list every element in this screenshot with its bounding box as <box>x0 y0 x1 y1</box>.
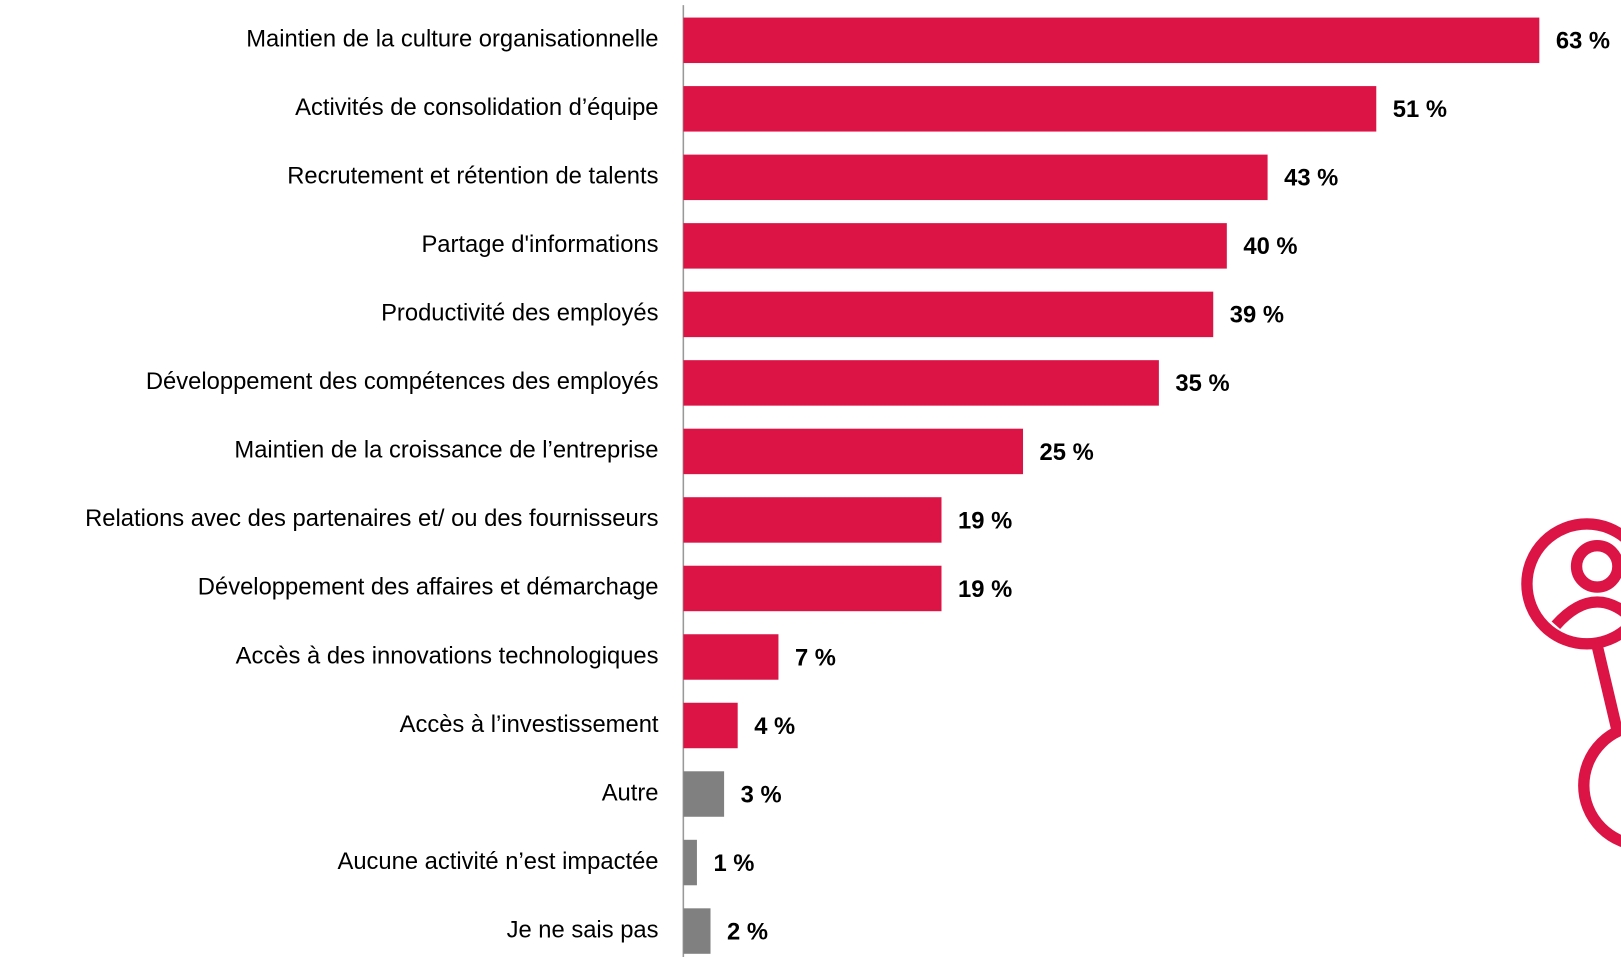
bar <box>683 565 942 612</box>
category-label: Maintien de la croissance de l’entrepris… <box>234 437 658 464</box>
value-label: 35 % <box>1175 370 1229 397</box>
category-label: Développement des compétences des employ… <box>146 368 659 395</box>
value-label: 3 % <box>741 781 782 808</box>
value-label: 25 % <box>1040 439 1094 466</box>
bar <box>683 291 1214 338</box>
category-label: Maintien de la culture organisationnelle <box>246 26 658 53</box>
value-label: 40 % <box>1243 233 1297 260</box>
category-label: Productivité des employés <box>381 300 659 327</box>
bar <box>683 154 1268 201</box>
bar <box>683 908 711 954</box>
value-label: 51 % <box>1393 96 1447 123</box>
value-label: 63 % <box>1556 28 1610 55</box>
value-label: 4 % <box>754 713 795 740</box>
people-icon <box>1521 518 1621 847</box>
category-label: Développement des affaires et démarchage <box>198 574 659 601</box>
category-label: Je ne sais pas <box>507 916 659 943</box>
bar <box>683 223 1227 269</box>
category-label: Relations avec des partenaires et/ ou de… <box>85 505 659 532</box>
bar <box>683 702 738 749</box>
value-label: 1 % <box>713 850 754 877</box>
bar <box>683 17 1540 64</box>
bar <box>683 771 725 817</box>
category-label: Activités de consolidation d’équipe <box>295 94 658 121</box>
bar <box>683 428 1024 475</box>
bar <box>683 634 779 680</box>
category-label: Autre <box>602 779 659 806</box>
value-label: 2 % <box>727 918 768 945</box>
category-label: Partage d'informations <box>421 231 658 258</box>
category-label: Accès à l’investissement <box>400 711 659 738</box>
value-label: 19 % <box>958 507 1012 534</box>
value-label: 19 % <box>958 576 1012 603</box>
category-label: Recrutement et rétention de talents <box>287 163 658 190</box>
bar <box>683 86 1377 132</box>
value-label: 43 % <box>1284 165 1338 192</box>
category-label: Aucune activité n’est impactée <box>337 848 658 875</box>
bar <box>683 360 1159 406</box>
value-label: 7 % <box>795 644 836 671</box>
value-label: 39 % <box>1230 302 1284 329</box>
bar <box>683 839 697 886</box>
bar <box>683 497 942 543</box>
category-label: Accès à des innovations technologiques <box>236 642 659 669</box>
